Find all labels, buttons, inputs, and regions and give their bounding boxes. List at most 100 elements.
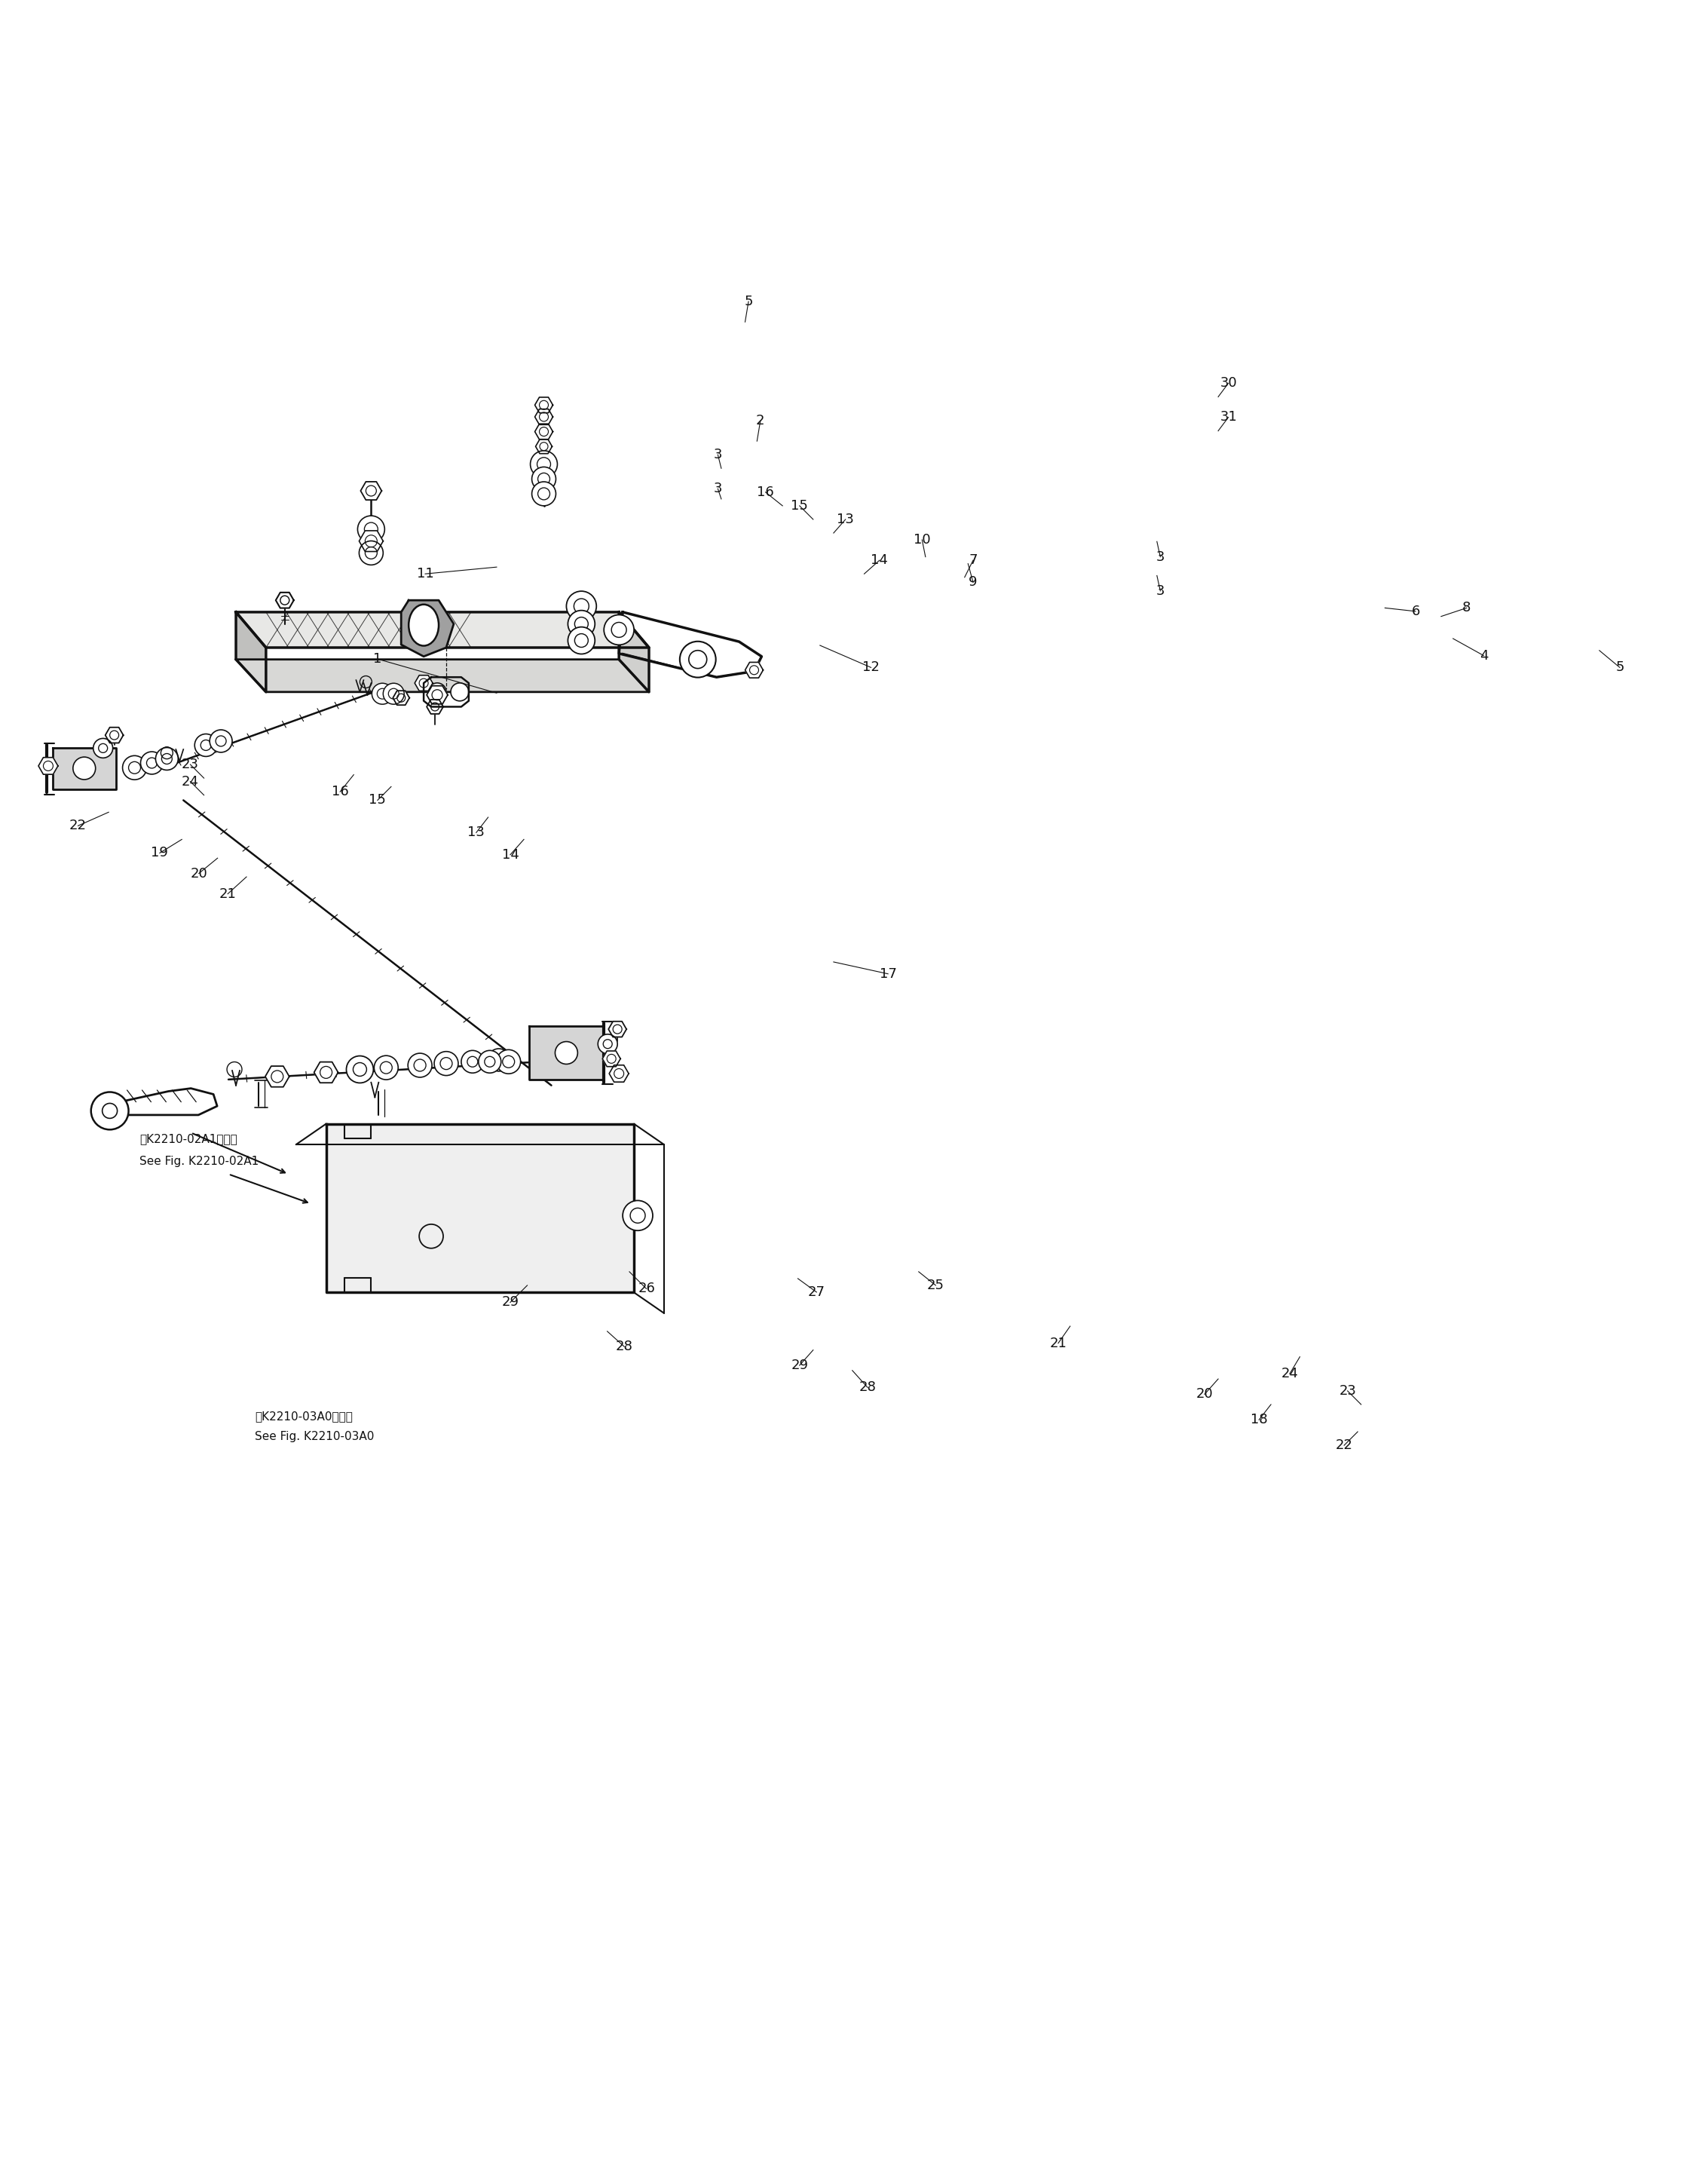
Text: 11: 11 [417,566,434,581]
Text: 22: 22 [1336,1438,1353,1451]
Circle shape [73,757,96,779]
Polygon shape [275,592,294,607]
Text: 13: 13 [837,512,854,527]
Text: 20: 20 [190,868,207,881]
Text: 24: 24 [1281,1366,1298,1382]
Text: See Fig. K2210-02A1: See Fig. K2210-02A1 [140,1156,258,1167]
Text: 7: 7 [968,553,977,566]
Circle shape [531,466,555,490]
Text: 3: 3 [714,449,722,462]
Text: 19: 19 [150,846,169,859]
Polygon shape [536,440,552,453]
Polygon shape [236,612,266,692]
Text: 30: 30 [1220,377,1237,390]
Text: 25: 25 [927,1278,945,1293]
Text: 22: 22 [70,820,87,833]
Text: 15: 15 [791,499,808,512]
Circle shape [374,1056,398,1080]
Polygon shape [427,685,447,705]
Circle shape [567,592,596,620]
Text: 5: 5 [1616,662,1624,675]
Circle shape [531,482,555,505]
Circle shape [567,609,594,638]
Circle shape [347,1056,374,1082]
Polygon shape [535,410,553,425]
Polygon shape [360,482,381,499]
Text: 21: 21 [219,887,236,900]
Circle shape [408,1054,432,1078]
Text: 第K2210-03A0図参照: 第K2210-03A0図参照 [254,1410,354,1423]
Text: 17: 17 [880,967,897,980]
Polygon shape [415,675,432,692]
Polygon shape [359,531,383,551]
Text: 18: 18 [1250,1412,1267,1427]
Circle shape [383,683,405,705]
Text: 27: 27 [808,1286,825,1299]
Polygon shape [401,601,454,657]
Circle shape [91,1091,128,1130]
Circle shape [155,748,178,770]
Text: 23: 23 [1339,1384,1356,1397]
Text: 26: 26 [637,1282,654,1295]
Polygon shape [53,748,116,790]
Text: 3: 3 [1156,583,1165,599]
Text: 24: 24 [181,774,200,787]
Polygon shape [608,1022,627,1037]
Circle shape [529,451,557,477]
Text: 13: 13 [468,826,485,839]
Text: 6: 6 [1411,605,1419,618]
Text: 3: 3 [714,482,722,495]
Text: 8: 8 [1462,601,1471,614]
Text: 5: 5 [745,295,753,308]
Polygon shape [535,423,553,440]
Circle shape [623,1199,652,1230]
Circle shape [434,1052,458,1076]
Text: 4: 4 [1479,649,1488,662]
Text: 20: 20 [1196,1388,1213,1401]
Circle shape [451,683,468,701]
Circle shape [357,516,384,542]
Text: 15: 15 [369,794,386,807]
Text: 29: 29 [502,1295,519,1310]
Circle shape [429,683,446,701]
Text: 31: 31 [1220,410,1237,425]
Circle shape [210,729,232,753]
Text: 14: 14 [502,848,519,861]
Circle shape [372,683,393,705]
Ellipse shape [408,605,439,646]
Text: 29: 29 [791,1358,808,1373]
Text: 16: 16 [331,785,348,798]
Polygon shape [603,1052,620,1067]
Circle shape [140,753,162,774]
Text: 14: 14 [871,553,888,566]
Circle shape [478,1050,500,1074]
Circle shape [598,1035,617,1054]
Polygon shape [236,612,649,649]
Polygon shape [618,612,649,692]
Polygon shape [529,1026,605,1080]
Polygon shape [393,690,410,705]
Circle shape [461,1050,483,1074]
Polygon shape [106,727,123,744]
Circle shape [567,627,594,655]
Circle shape [195,733,217,757]
Text: 第K2210-02A1図参照: 第K2210-02A1図参照 [140,1134,237,1145]
Text: 23: 23 [181,757,200,772]
Circle shape [359,540,383,564]
Polygon shape [236,659,649,692]
Text: 10: 10 [914,534,931,547]
Polygon shape [265,1067,289,1087]
Text: 3: 3 [1156,551,1165,564]
Text: 12: 12 [863,662,880,675]
Text: 28: 28 [615,1340,634,1353]
Text: 9: 9 [968,575,977,590]
Polygon shape [427,701,442,714]
Circle shape [555,1041,577,1065]
Polygon shape [326,1124,634,1293]
Circle shape [94,737,113,757]
Text: 28: 28 [859,1382,876,1395]
Polygon shape [314,1063,338,1082]
Circle shape [497,1050,521,1074]
Text: 2: 2 [757,414,765,427]
Polygon shape [610,1065,629,1082]
